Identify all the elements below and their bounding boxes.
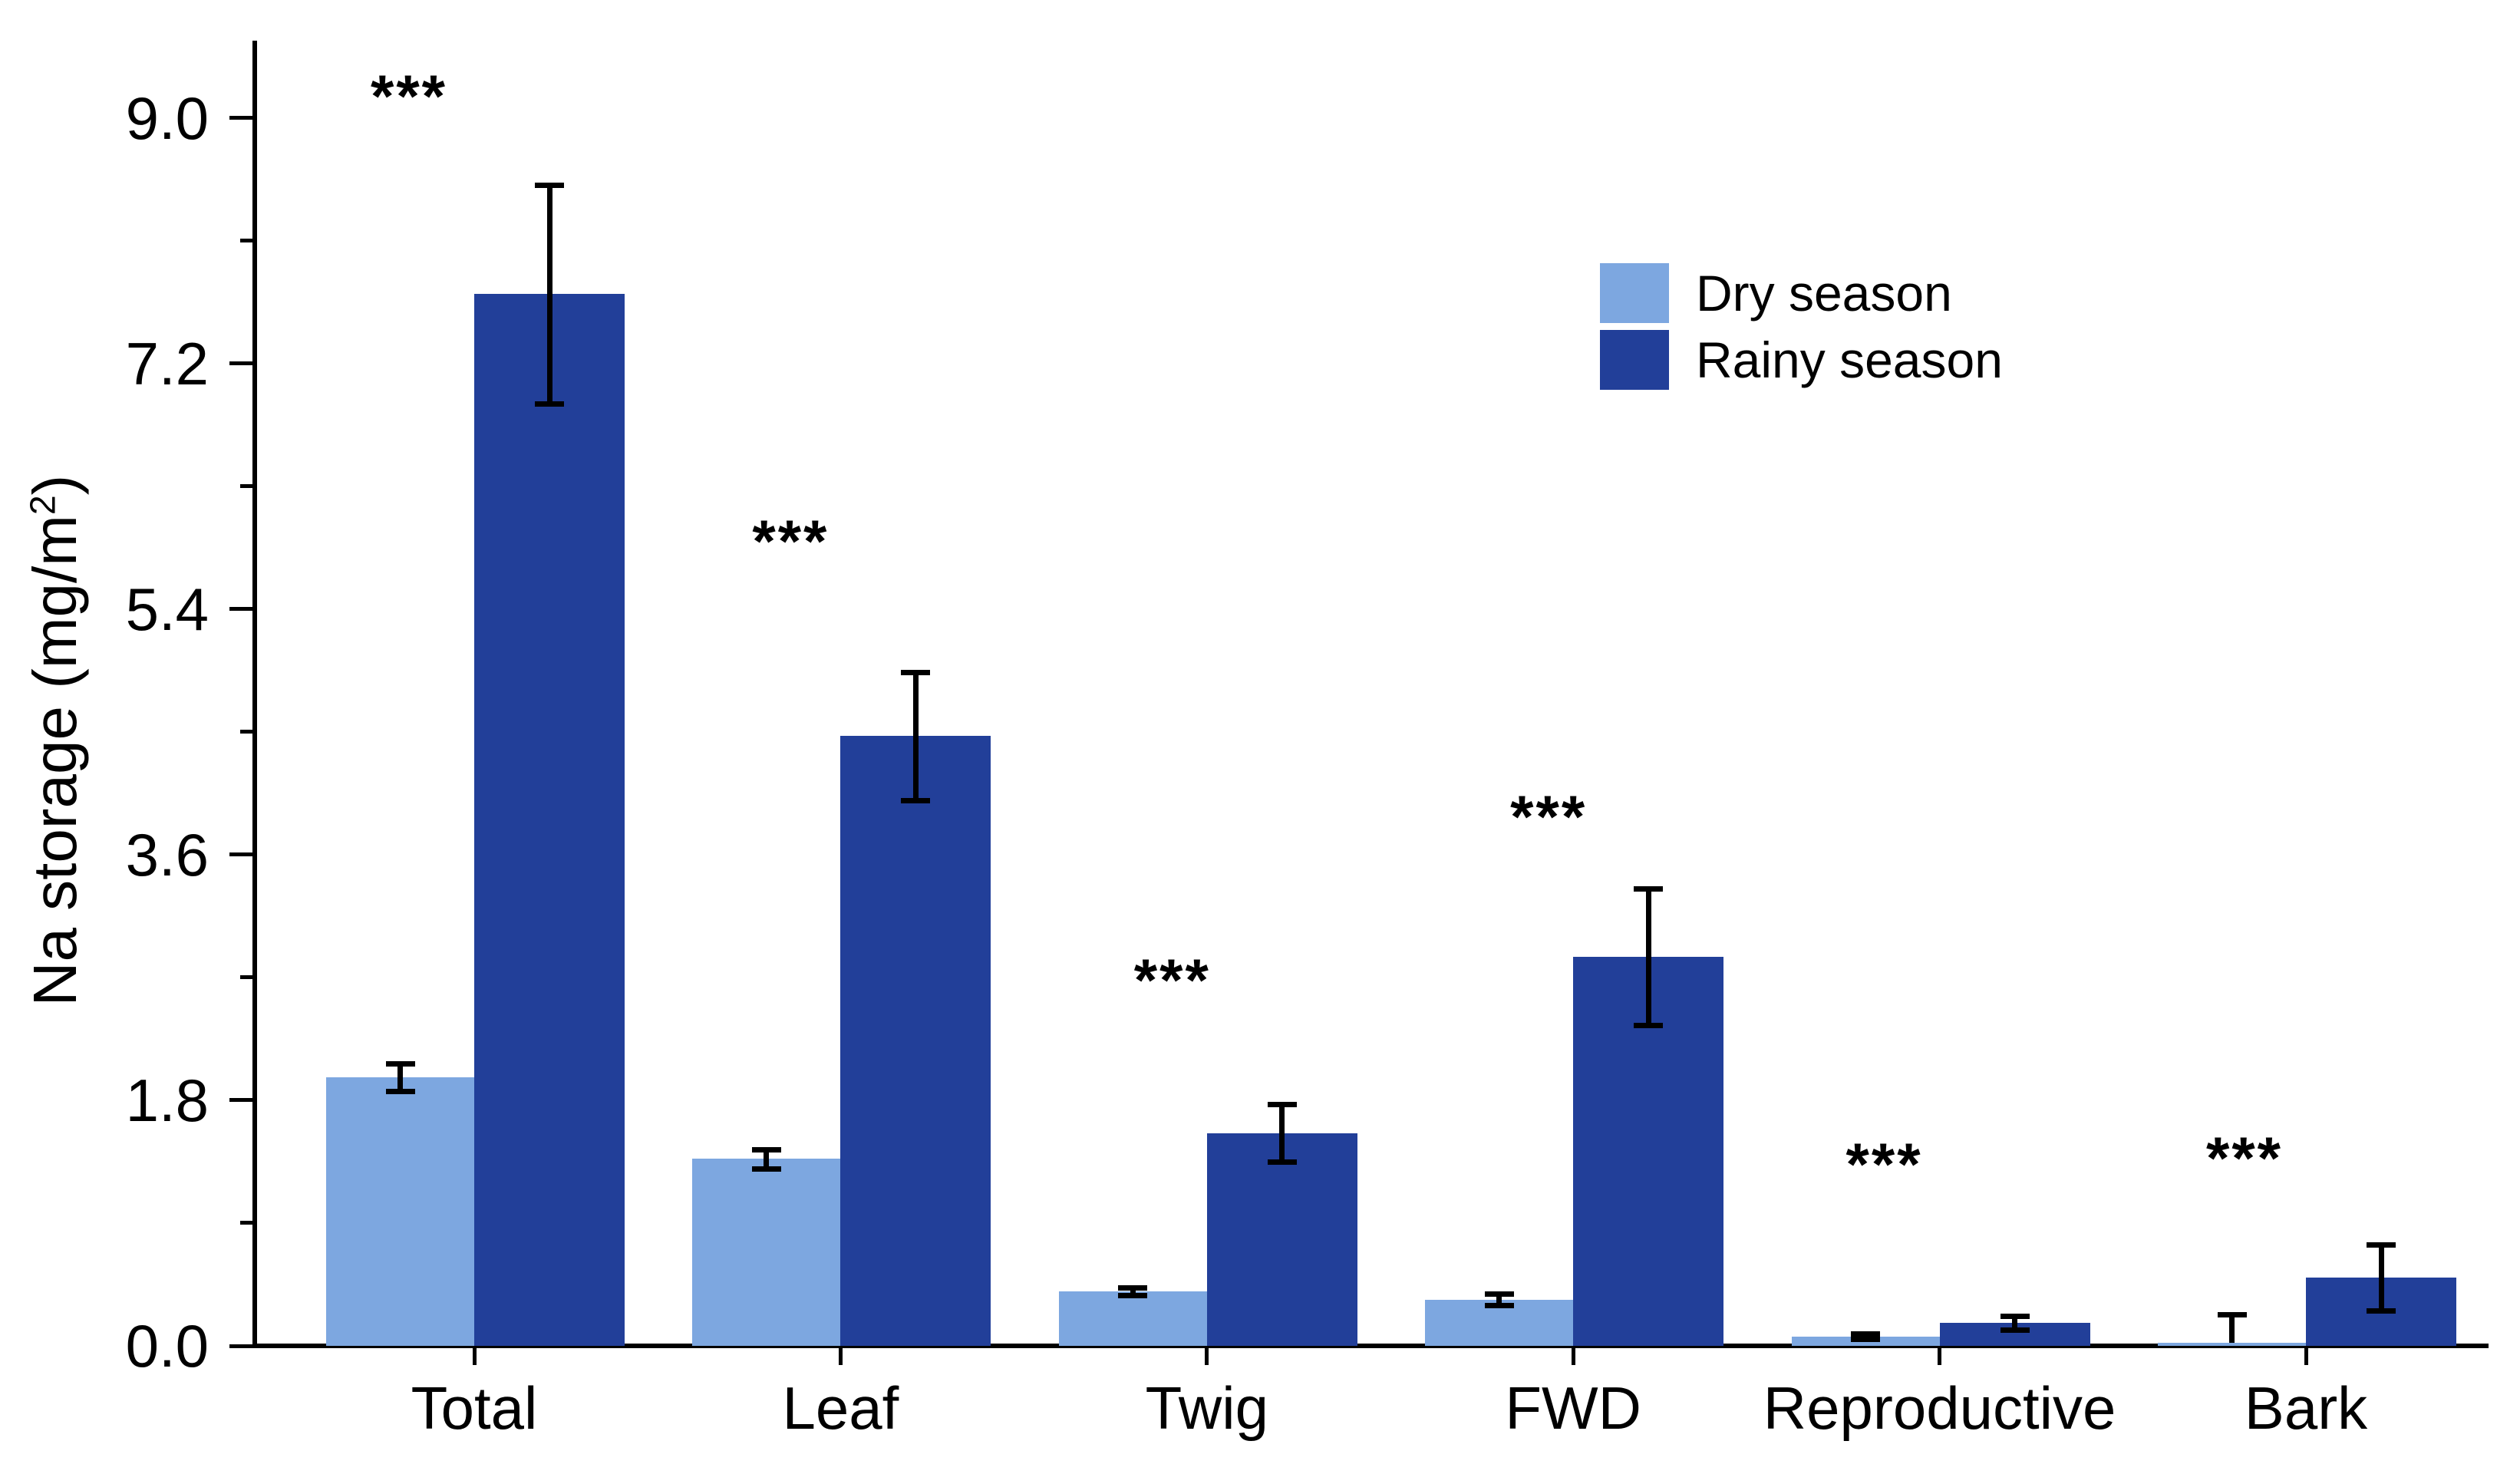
x-axis-line bbox=[252, 1344, 2489, 1348]
x-axis-tick-bark bbox=[2304, 1348, 2308, 1365]
y-axis-major-tick bbox=[229, 116, 252, 120]
error-bar-rainy-season-leaf-line bbox=[912, 671, 919, 800]
y-axis-major-tick bbox=[229, 1098, 252, 1103]
legend-label-dry-season: Dry season bbox=[1696, 265, 1952, 322]
y-axis-minor-tick bbox=[240, 975, 252, 980]
error-bar-dry-season-total-cap-top bbox=[385, 1060, 415, 1067]
error-bar-rainy-season-reproductive-cap-top bbox=[2000, 1313, 2030, 1319]
error-bar-rainy-season-twig-cap-bottom bbox=[1267, 1159, 1297, 1165]
y-axis-title-superscript: 2 bbox=[22, 495, 63, 516]
error-bar-rainy-season-fwd-cap-bottom bbox=[1634, 1023, 1664, 1029]
error-bar-dry-season-fwd-line bbox=[1496, 1294, 1502, 1305]
y-axis-major-tick bbox=[229, 361, 252, 366]
significance-marker-total: *** bbox=[370, 62, 448, 130]
error-bar-dry-season-twig-line bbox=[1130, 1287, 1136, 1296]
error-bar-dry-season-leaf-line bbox=[764, 1149, 770, 1169]
significance-marker-twig: *** bbox=[1133, 946, 1211, 1014]
error-bar-dry-season-reproductive-cap-bottom bbox=[1851, 1337, 1881, 1343]
error-bar-rainy-season-fwd-line bbox=[1645, 889, 1651, 1026]
bar-dry-season-bark bbox=[2158, 1343, 2306, 1346]
legend-label-rainy-season: Rainy season bbox=[1696, 331, 2003, 388]
y-axis-tick-label: 0.0 bbox=[125, 1312, 209, 1380]
error-bar-rainy-season-leaf-cap-top bbox=[901, 669, 931, 675]
error-bar-rainy-season-total-cap-top bbox=[535, 183, 564, 189]
error-bar-rainy-season-bark-line bbox=[2378, 1245, 2384, 1311]
y-axis-title-suffix: ) bbox=[21, 474, 89, 496]
x-axis-tick-fwd bbox=[1571, 1348, 1575, 1365]
significance-marker-reproductive: *** bbox=[1845, 1130, 1923, 1199]
y-axis-minor-tick bbox=[240, 239, 252, 243]
error-bar-rainy-season-total-cap-bottom bbox=[535, 401, 564, 407]
error-bar-dry-season-reproductive-cap-top bbox=[1851, 1331, 1881, 1337]
error-bar-dry-season-total-line bbox=[397, 1063, 403, 1091]
bar-dry-season-total bbox=[326, 1077, 474, 1346]
legend-swatch-rainy-season bbox=[1600, 330, 1669, 390]
error-bar-rainy-season-bark-cap-bottom bbox=[2367, 1307, 2396, 1314]
bar-dry-season-leaf bbox=[692, 1159, 841, 1346]
legend-swatch-dry-season bbox=[1600, 263, 1669, 323]
error-bar-dry-season-twig-cap-top bbox=[1118, 1284, 1148, 1291]
bar-dry-season-twig bbox=[1058, 1291, 1207, 1346]
x-axis-tick-total bbox=[472, 1348, 477, 1365]
bar-rainy-season-total bbox=[474, 294, 625, 1346]
significance-marker-fwd: *** bbox=[1510, 783, 1588, 851]
y-axis-tick-label: 3.6 bbox=[125, 820, 209, 889]
error-bar-rainy-season-reproductive-cap-bottom bbox=[2000, 1327, 2030, 1333]
y-axis-major-tick bbox=[229, 1344, 252, 1348]
category-label-fwd: FWD bbox=[1505, 1374, 1641, 1442]
significance-marker-leaf: *** bbox=[752, 506, 830, 575]
y-axis-major-tick bbox=[229, 852, 252, 857]
error-bar-dry-season-leaf-cap-bottom bbox=[751, 1166, 781, 1172]
x-axis-tick-twig bbox=[1205, 1348, 1209, 1365]
x-axis-tick-leaf bbox=[838, 1348, 843, 1365]
y-axis-major-tick bbox=[229, 607, 252, 612]
y-axis-tick-label: 9.0 bbox=[125, 84, 209, 152]
y-axis-line bbox=[252, 41, 257, 1348]
category-label-twig: Twig bbox=[1145, 1374, 1268, 1442]
category-label-bark: Bark bbox=[2244, 1374, 2368, 1442]
y-axis-minor-tick bbox=[240, 484, 252, 489]
error-bar-dry-season-bark-cap-top bbox=[2217, 1312, 2247, 1318]
error-bar-rainy-season-reproductive-line bbox=[2012, 1315, 2018, 1330]
significance-marker-bark: *** bbox=[2205, 1123, 2284, 1192]
error-bar-rainy-season-leaf-cap-bottom bbox=[901, 797, 931, 803]
bar-rainy-season-leaf bbox=[840, 736, 991, 1346]
y-axis-tick-label: 7.2 bbox=[125, 329, 209, 397]
error-bar-rainy-season-twig-line bbox=[1279, 1104, 1285, 1162]
category-label-reproductive: Reproductive bbox=[1763, 1374, 2116, 1442]
error-bar-rainy-season-total-line bbox=[546, 185, 552, 404]
error-bar-dry-season-fwd-cap-bottom bbox=[1484, 1302, 1514, 1308]
y-axis-tick-label: 1.8 bbox=[125, 1066, 209, 1134]
y-axis-tick-label: 5.4 bbox=[125, 575, 209, 643]
error-bar-rainy-season-twig-cap-top bbox=[1267, 1102, 1297, 1108]
error-bar-dry-season-leaf-cap-top bbox=[751, 1146, 781, 1152]
category-label-total: Total bbox=[411, 1374, 538, 1442]
x-axis-tick-reproductive bbox=[1938, 1348, 1942, 1365]
bar-rainy-season-twig bbox=[1206, 1133, 1357, 1346]
category-label-leaf: Leaf bbox=[782, 1374, 899, 1442]
error-bar-rainy-season-bark-cap-top bbox=[2367, 1242, 2396, 1248]
error-bar-dry-season-fwd-cap-top bbox=[1484, 1291, 1514, 1298]
error-bar-dry-season-twig-cap-bottom bbox=[1118, 1293, 1148, 1299]
error-bar-rainy-season-fwd-cap-top bbox=[1634, 886, 1664, 892]
error-bar-dry-season-total-cap-bottom bbox=[385, 1088, 415, 1094]
error-bar-dry-season-bark-line bbox=[2229, 1314, 2235, 1344]
y-axis-minor-tick bbox=[240, 1221, 252, 1225]
y-axis-minor-tick bbox=[240, 730, 252, 734]
